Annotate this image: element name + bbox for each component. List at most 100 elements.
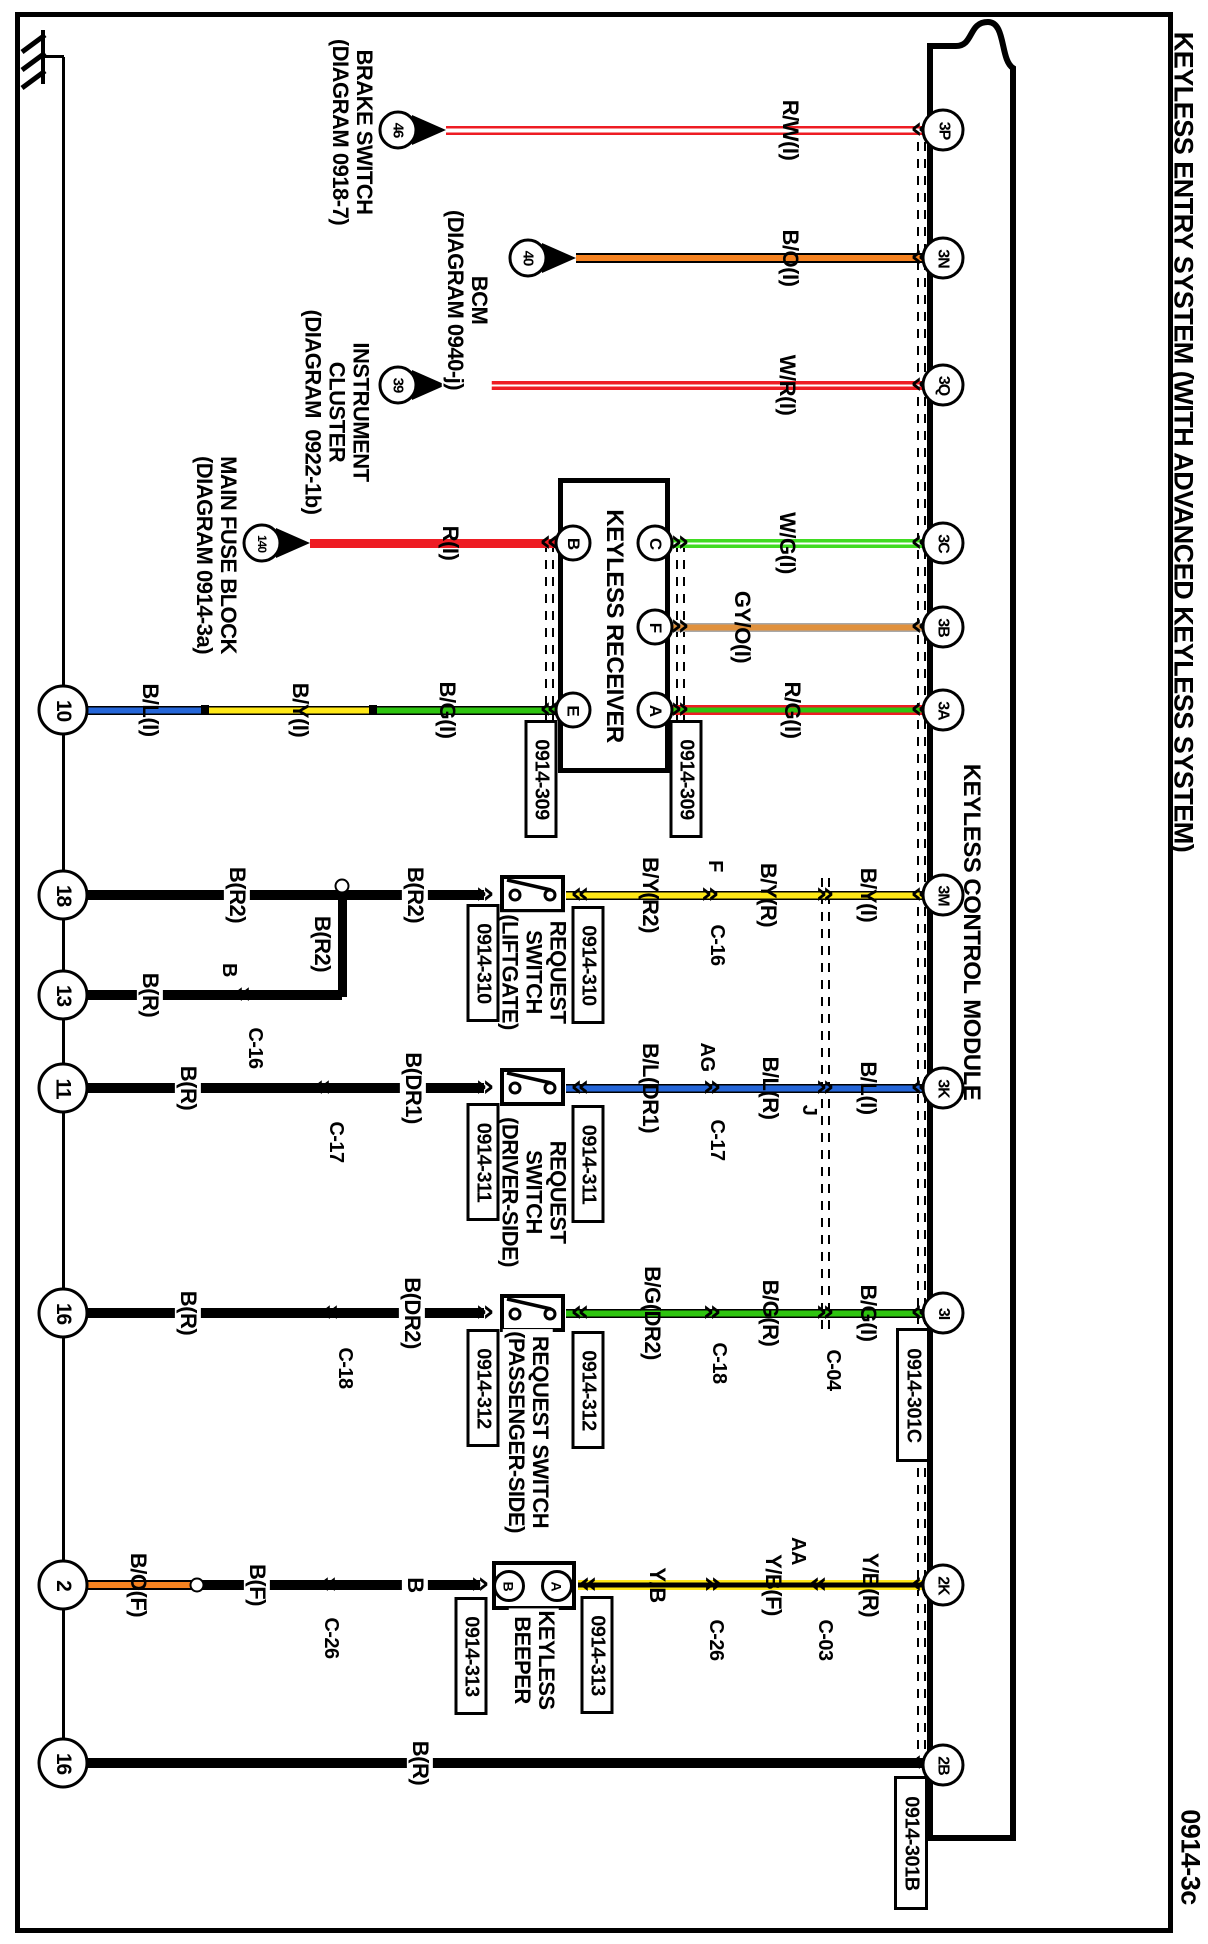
connector-chevron-icon: » xyxy=(670,691,690,727)
pin-label: 10 xyxy=(51,699,75,721)
wire-label-bl-i-bus: B/L(I) xyxy=(137,683,163,737)
pin-label: 2 xyxy=(52,1579,75,1591)
refbox-0914-301c: 0914-301C xyxy=(896,1328,930,1462)
pin-10-left: 10 xyxy=(37,684,89,736)
component-label-request-switch-passenger: REQUEST SWITCH (PASSENGER-SIDE) xyxy=(503,1329,553,1535)
ref-number: 39 xyxy=(389,377,407,393)
connector-chevron-icon: » xyxy=(670,608,690,644)
connector-label-c17-right: C-17 xyxy=(704,1117,728,1163)
connector-label-c18-left: C-18 xyxy=(332,1345,356,1391)
pin-label: E xyxy=(564,704,583,716)
wire-label-yb-r: Y/B(R) xyxy=(857,1552,883,1618)
pin-e-recv: E xyxy=(554,691,592,729)
wire-label-yb: Y/B xyxy=(644,1567,670,1603)
connector-chevron-icon: « xyxy=(318,1566,338,1602)
wire-bcm-bo-i xyxy=(576,253,924,263)
pin-label: 11 xyxy=(51,1077,75,1099)
pin-3n-module: 3N xyxy=(921,236,965,280)
connector-chevron-icon: » xyxy=(702,1294,722,1330)
connector-chevron-icon: » xyxy=(815,1069,835,1105)
refbox-0914-312-left: 0914-312 xyxy=(466,1329,500,1447)
wire-label-by-i: B/Y(I) xyxy=(855,867,881,923)
wire-receiver-rg-i xyxy=(670,705,924,715)
wire-label-b-f: B(F) xyxy=(244,1562,270,1608)
wire-label-wg-i: W/G(I) xyxy=(774,512,800,574)
wire-label-bo-f: B/O(F) xyxy=(125,1552,151,1618)
refbox-0914-309-left: 0914-309 xyxy=(524,720,558,838)
wire-fuse-r-i xyxy=(310,538,558,548)
ground-symbol-stroke-2 xyxy=(20,50,47,73)
refbox-0914-311-left: 0914-311 xyxy=(466,1103,500,1221)
connector-label-c26-left: C-26 xyxy=(318,1615,342,1661)
pin-label: C xyxy=(646,537,665,549)
connector-label-c17-left: C-17 xyxy=(323,1119,347,1165)
connector-chevron-icon: » xyxy=(815,876,835,912)
wire-label-b-dr1: B(DR1) xyxy=(400,1050,426,1126)
wire-label-bg-r: B/G(R) xyxy=(757,1279,783,1347)
ref-40-bcm-arrow-icon xyxy=(542,243,576,273)
refbox-0914-311-right: 0914-311 xyxy=(571,1105,605,1223)
refbox-0914-301b: 0914-301B xyxy=(894,1776,928,1910)
connector-chevron-icon: « xyxy=(320,1294,340,1330)
ref-number-label: 0914-309 xyxy=(675,738,698,820)
component-label-keyless-beeper: KEYLESS BEEPER xyxy=(509,1608,559,1712)
ref-number: 40 xyxy=(519,250,537,266)
pin-label: B xyxy=(501,1581,517,1591)
ground-bus-stub xyxy=(45,55,64,58)
wire-liftgate-by xyxy=(566,890,924,900)
component-label-request-switch-liftgate: REQUEST SWITCH (LIFTGATE) xyxy=(497,912,571,1032)
pin-16-left: 16 xyxy=(37,1737,89,1789)
wire-ground10-sep1 xyxy=(201,705,209,715)
ref-number-label: 0914-309 xyxy=(530,738,553,820)
wire-label-by-r2: B/Y(R2) xyxy=(637,857,663,933)
pin-3p-module: 3P xyxy=(921,108,965,152)
pin-label: 2K xyxy=(934,1575,952,1595)
wire-label-b-r2-1: B(R2) xyxy=(224,864,250,926)
wire-label-r-i: R(I) xyxy=(437,525,463,561)
pin-label: 16 xyxy=(51,1752,75,1774)
ref-number-label: 0914-312 xyxy=(577,1349,600,1431)
pin-3m-module: 3M xyxy=(921,873,965,917)
pin-label: F xyxy=(645,622,665,632)
wire-ground2-bo-f xyxy=(86,1580,197,1590)
wire-label-b-r2-2: B(R2) xyxy=(402,864,428,926)
wire-label-b-r-bottom: B(R) xyxy=(407,1738,433,1788)
wire-ground10-sep2 xyxy=(369,705,377,715)
wire-label-yb-f: Y/B(F) xyxy=(760,1554,786,1616)
pin-18-left: 18 xyxy=(37,869,89,921)
connector-chevron-icon: » xyxy=(703,1566,723,1602)
refbox-0914-310-left: 0914-310 xyxy=(466,904,500,1022)
diagram-title: KEYLESS ENTRY SYSTEM (WITH ADVANCED KEYL… xyxy=(1168,31,1199,853)
wire-label-bl-i: B/L(I) xyxy=(855,1061,881,1115)
ref-number: 46 xyxy=(389,122,407,138)
wire-ground11-b-r xyxy=(86,1083,484,1093)
wire-brake-rw-i xyxy=(446,125,924,135)
pin-2-left: 2 xyxy=(37,1559,89,1611)
pin-3c-module: 3C xyxy=(921,521,965,565)
wire-ground10-bg-i xyxy=(377,705,558,715)
pin-13-left: 13 xyxy=(37,969,89,1021)
connector-chevron-icon: » xyxy=(670,524,690,560)
pin-3a-module: 3A xyxy=(921,688,965,732)
connector-chevron-icon: » xyxy=(470,1566,490,1602)
wire-label-b-r-16: B(R) xyxy=(175,1288,201,1338)
driver-switch-contact-left xyxy=(508,1081,522,1095)
pin-label: 3M xyxy=(934,884,952,906)
ref-number-label: 0914-310 xyxy=(472,922,495,1004)
wire-label-bg-i: B/G(I) xyxy=(855,1284,881,1342)
pin-3k-module: 3K xyxy=(921,1066,965,1110)
connector-chevron-icon: » xyxy=(475,876,495,912)
passenger-switch-contact-left xyxy=(508,1307,522,1321)
pin-label: 3Q xyxy=(935,375,952,395)
connector-chevron-icon: « xyxy=(570,1069,590,1105)
wire-label-b-dr2: B(DR2) xyxy=(399,1275,425,1351)
connector-chevron-icon: « xyxy=(808,1566,828,1602)
wire-label-b-r-11: B(R) xyxy=(175,1063,201,1113)
refbox-0914-313-right: 0914-313 xyxy=(580,1596,614,1714)
pin-label: 13 xyxy=(51,984,75,1006)
wire-label-rg-i: R/G(I) xyxy=(779,681,805,739)
request-switch-driver-box xyxy=(500,1068,565,1106)
c04-connector-dash-a xyxy=(821,878,823,1330)
ref-number-label: 0914-312 xyxy=(472,1347,495,1429)
